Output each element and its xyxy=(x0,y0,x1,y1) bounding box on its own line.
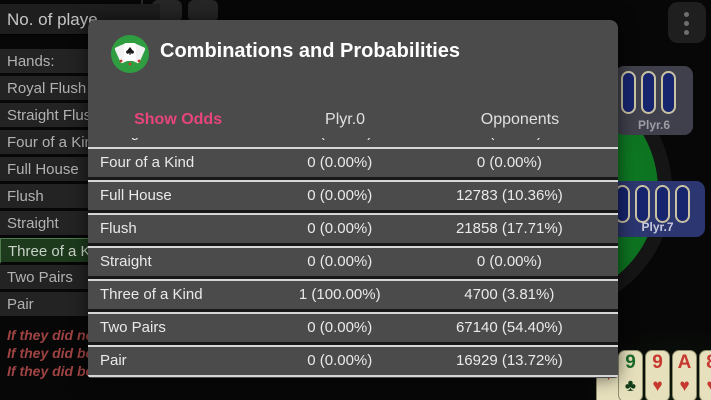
card-rank: A xyxy=(677,352,692,373)
row-divider xyxy=(88,375,618,377)
combination-name: Four of a Kind xyxy=(100,154,195,171)
card-back xyxy=(655,185,670,223)
plyr0-value: 0 (0.00%) xyxy=(258,138,422,147)
plyr0-value: 0 (0.00%) xyxy=(307,154,373,171)
row-divider xyxy=(88,276,618,281)
combination-name: Three of a Kind xyxy=(100,286,203,303)
plyr0-value: 0 (0.00%) xyxy=(307,220,373,237)
heart-suit-icon: ♥ xyxy=(679,376,690,395)
menu-dot xyxy=(684,21,689,26)
table-row: Flush 0 (0.00%) 21858 (17.71%) xyxy=(88,215,618,243)
plyr0-value: 0 (0.00%) xyxy=(307,253,373,270)
tab-plyr0[interactable]: Plyr.0 xyxy=(325,111,366,128)
player6-panel: Plyr.6 xyxy=(615,66,693,135)
plyr0-value: 1 (100.00%) xyxy=(298,286,381,303)
opponents-value: 21858 (17.71%) xyxy=(455,220,563,237)
card-back xyxy=(661,71,676,114)
table-row: Straight 0 (0.00%) 0 (0.00%) xyxy=(88,248,618,276)
table-row: Four of a Kind 0 (0.00%) 0 (0.00%) xyxy=(88,149,618,177)
table-row: Pair 0 (0.00%) 16929 (13.72%) xyxy=(88,347,618,375)
odds-table[interactable]: Straight Flush 0 (0.00%) 0 (0.00%) Four … xyxy=(88,138,618,377)
overflow-menu-button[interactable] xyxy=(668,2,706,43)
toolbar-button-2[interactable] xyxy=(188,0,218,22)
hand-card-9-hearts: 9 ♥ xyxy=(645,350,670,400)
combination-name: Two Pairs xyxy=(100,319,166,336)
dialog-title: Combinations and Probabilities xyxy=(160,40,461,62)
combination-name: Straight Flush xyxy=(88,138,258,147)
row-divider xyxy=(88,309,618,314)
menu-dot xyxy=(684,30,689,35)
combination-name: Full House xyxy=(100,187,172,204)
table-row: Full House 0 (0.00%) 12783 (10.36%) xyxy=(88,182,618,210)
dialog-tabs: Show Odds Plyr.0 Opponents xyxy=(88,102,618,138)
card-back xyxy=(675,185,690,223)
card-back xyxy=(621,71,636,114)
player7-panel: Plyr.7 xyxy=(610,181,705,237)
plyr0-value: 0 (0.00%) xyxy=(307,319,373,336)
cards-app-icon xyxy=(111,35,149,73)
note-line-2: If they did be xyxy=(7,345,94,361)
tab-opponents[interactable]: Opponents xyxy=(480,111,560,128)
num-players-label[interactable]: No. of playe xyxy=(0,4,160,35)
menu-dot xyxy=(684,12,689,17)
opponents-value: 67140 (54.40%) xyxy=(455,319,563,336)
tab-show-odds[interactable]: Show Odds xyxy=(134,111,223,128)
partial-row-clip: Straight Flush 0 (0.00%) 0 (0.00%) xyxy=(88,138,618,147)
opponents-value: 16929 (13.72%) xyxy=(455,352,563,369)
hand-card-9-clubs: 9 ♣ xyxy=(618,350,643,400)
table-row-partial: Straight Flush 0 (0.00%) 0 (0.00%) xyxy=(88,138,618,147)
card-back xyxy=(641,71,656,114)
opponents-value: 0 (0.00%) xyxy=(422,138,597,147)
table-row: Three of a Kind 1 (100.00%) 4700 (3.81%) xyxy=(88,281,618,309)
player7-label: Plyr.7 xyxy=(641,220,674,234)
combination-name: Straight xyxy=(100,253,152,270)
plyr0-value: 0 (0.00%) xyxy=(307,187,373,204)
player6-label: Plyr.6 xyxy=(637,118,671,132)
combination-name: Flush xyxy=(100,220,137,237)
combination-name: Pair xyxy=(100,352,127,369)
hand-card-ace-hearts: A ♥ xyxy=(672,350,697,400)
row-divider xyxy=(88,147,618,149)
opponents-value: 4700 (3.81%) xyxy=(464,286,555,303)
opponents-value: 0 (0.00%) xyxy=(476,154,542,171)
heart-suit-icon: ♥ xyxy=(652,376,663,395)
card-rank: 9 xyxy=(625,352,636,373)
table-row: Two Pairs 0 (0.00%) 67140 (54.40%) xyxy=(88,314,618,342)
combinations-dialog: Combinations and Probabilities Show Odds… xyxy=(88,20,618,378)
card-back xyxy=(635,185,650,223)
row-divider xyxy=(88,177,618,182)
card-rank: 9 xyxy=(652,352,663,373)
hand-card-8-hearts: 8 ♥ xyxy=(699,350,711,400)
heart-suit-icon: ♥ xyxy=(700,376,711,396)
row-divider xyxy=(88,243,618,248)
note-line-1: If they did no xyxy=(7,327,95,343)
row-divider xyxy=(88,342,618,347)
plyr0-value: 0 (0.00%) xyxy=(307,352,373,369)
note-line-3: If they did be xyxy=(7,363,94,379)
card-rank: 8 xyxy=(700,352,711,374)
opponents-value: 12783 (10.36%) xyxy=(455,187,563,204)
club-suit-icon: ♣ xyxy=(624,376,637,395)
row-divider xyxy=(88,210,618,215)
opponents-value: 0 (0.00%) xyxy=(476,253,542,270)
dialog-header: Combinations and Probabilities xyxy=(88,20,618,90)
